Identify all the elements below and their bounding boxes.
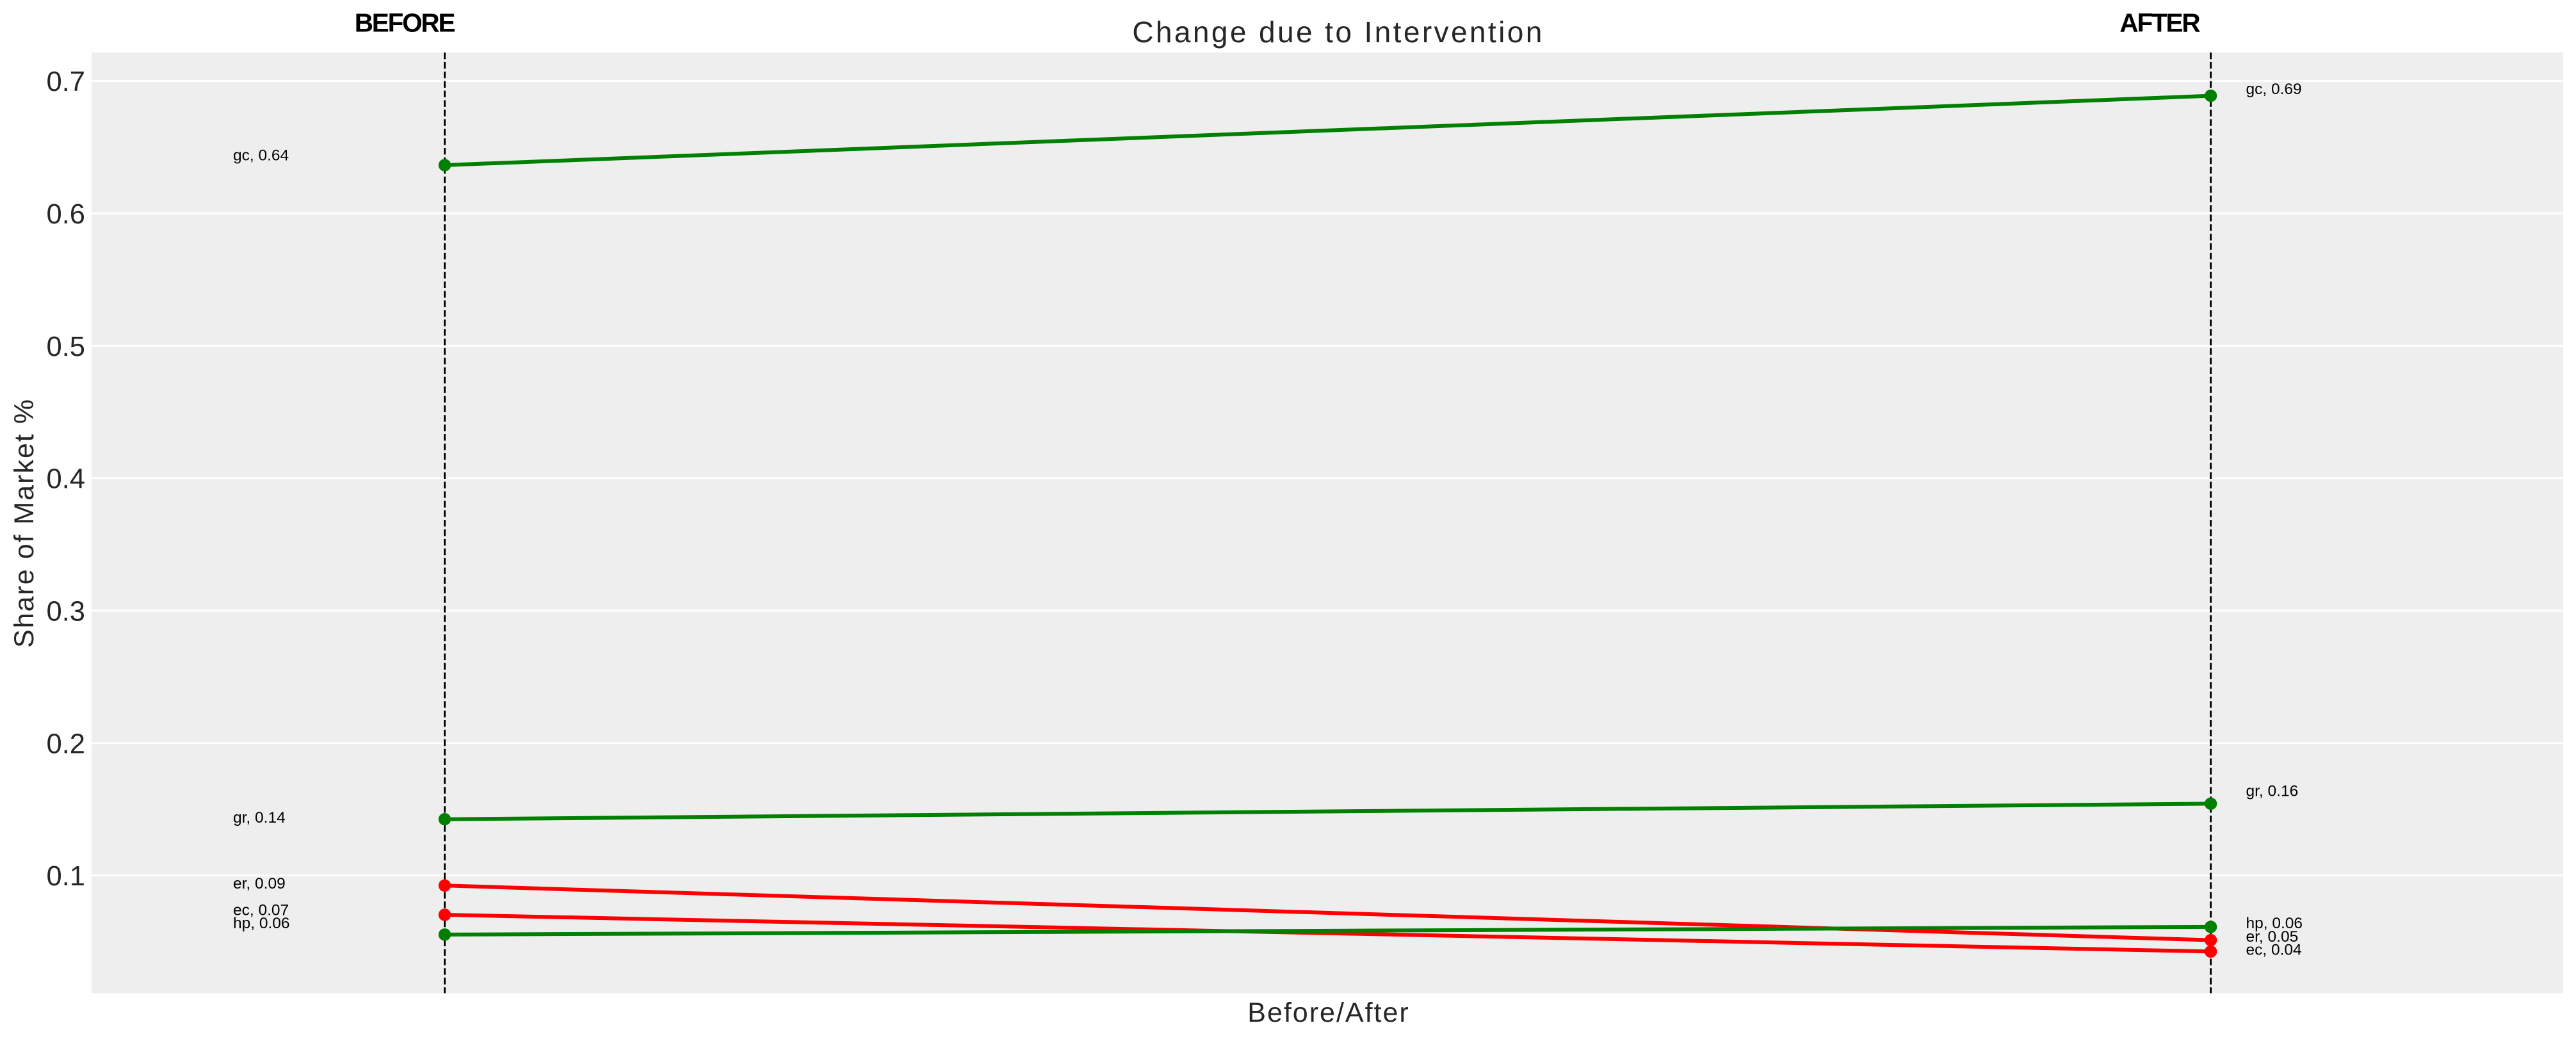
svg-text:hp, 0.06: hp, 0.06: [233, 915, 290, 932]
svg-text:Before/After: Before/After: [1247, 997, 1409, 1028]
svg-text:Change due to Intervention: Change due to Intervention: [1132, 15, 1544, 49]
svg-text:0.2: 0.2: [47, 729, 85, 759]
svg-text:0.6: 0.6: [47, 199, 85, 230]
svg-text:er, 0.09: er, 0.09: [233, 875, 286, 892]
svg-text:0.3: 0.3: [47, 596, 85, 627]
svg-text:gr, 0.14: gr, 0.14: [233, 809, 286, 826]
svg-text:BEFORE: BEFORE: [355, 8, 455, 38]
svg-text:0.5: 0.5: [47, 332, 85, 362]
svg-text:ec, 0.07: ec, 0.07: [233, 902, 289, 919]
svg-text:AFTER: AFTER: [2119, 8, 2200, 38]
svg-text:gc, 0.69: gc, 0.69: [2246, 81, 2302, 98]
svg-text:gc, 0.64: gc, 0.64: [233, 147, 289, 165]
svg-text:0.4: 0.4: [47, 464, 85, 495]
svg-text:ec, 0.04: ec, 0.04: [2246, 942, 2302, 959]
svg-text:hp, 0.06: hp, 0.06: [2246, 915, 2303, 932]
svg-text:gr, 0.16: gr, 0.16: [2246, 782, 2299, 800]
svg-text:0.7: 0.7: [47, 67, 85, 97]
svg-text:Share of Market %: Share of Market %: [9, 398, 40, 648]
svg-text:0.1: 0.1: [47, 861, 85, 892]
svg-text:er, 0.05: er, 0.05: [2246, 928, 2299, 946]
